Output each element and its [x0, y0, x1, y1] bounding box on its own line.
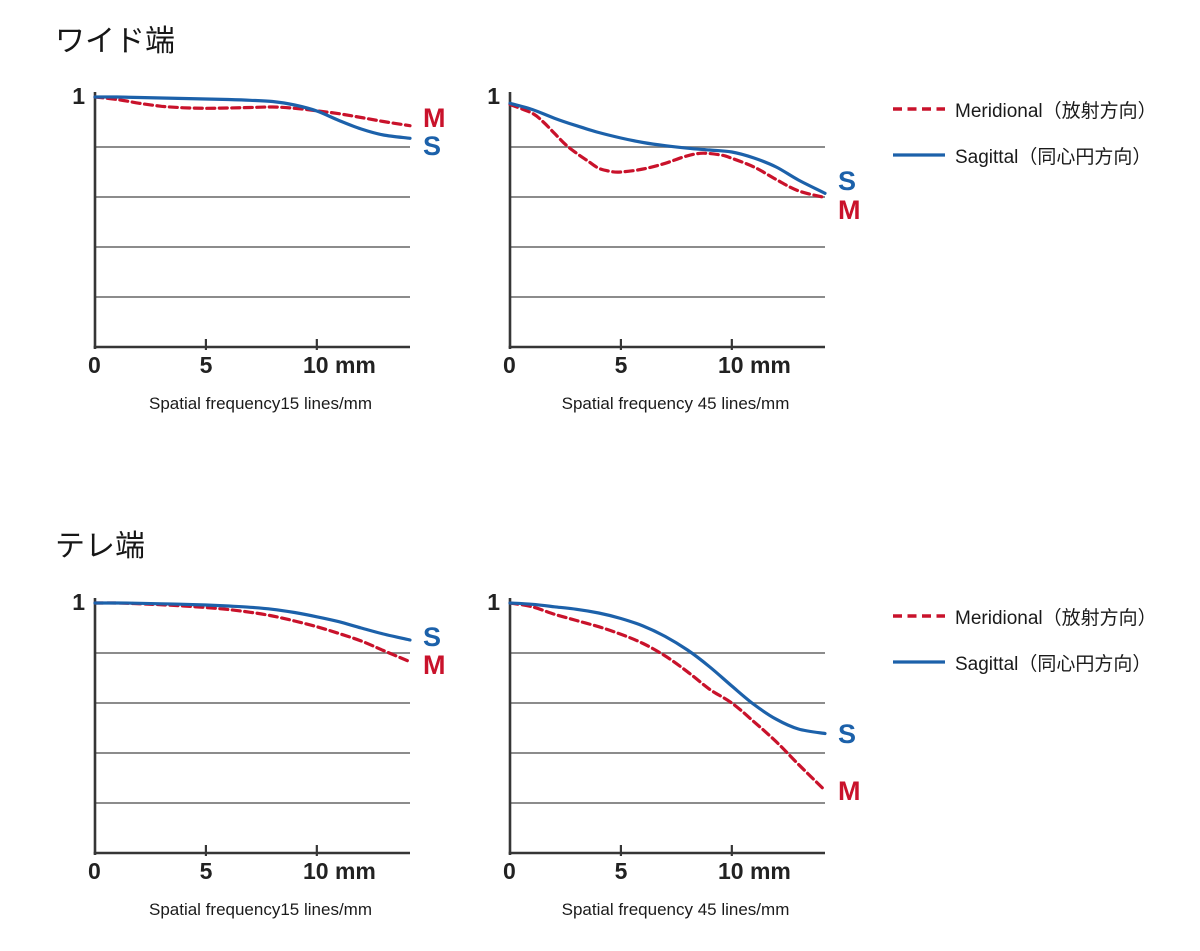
legend-tele: Meridional（放射方向） Sagittal（同心円方向）: [893, 603, 1157, 695]
y-axis-tick-label: 1: [72, 83, 85, 109]
legend-row-sagittal: Sagittal（同心円方向）: [893, 649, 1157, 675]
mtf-plot-wide-15: [93, 92, 412, 350]
x-axis-tick-label-0: 0: [87, 352, 101, 378]
y-axis-tick-label: 1: [72, 589, 85, 615]
chart-caption: Spatial frequency 45 lines/mm: [561, 394, 790, 413]
meridional-curve: [508, 102, 827, 200]
mtf-plot-tele-15: [93, 598, 412, 856]
meridional-curve: [93, 95, 412, 128]
meridional-dashed-line-icon: [893, 107, 945, 111]
legend-row-sagittal: Sagittal（同心円方向）: [893, 142, 1157, 168]
meridional-end-label: M: [423, 650, 446, 680]
y-axis-tick-label: 1: [487, 83, 500, 109]
section-title-tele: テレ端: [55, 530, 145, 563]
mtf-plot-tele-45: [508, 598, 827, 856]
meridional-dashed-line-icon: [893, 614, 945, 618]
sagittal-solid-line-icon: [893, 153, 945, 157]
x-axis-tick-label-0: 0: [502, 352, 516, 378]
chart-caption: Spatial frequency15 lines/mm: [148, 900, 372, 919]
legend-sagittal-label: Sagittal（同心円方向）: [955, 146, 1152, 168]
meridional-end-label: M: [838, 195, 861, 225]
x-axis-tick-label-5: 5: [614, 858, 628, 884]
sagittal-curve: [93, 95, 412, 140]
legend-row-meridional: Meridional（放射方向）: [893, 96, 1157, 122]
x-axis-tick-label-10mm: 10 mm: [303, 858, 376, 884]
x-axis-tick-label-5: 5: [614, 352, 628, 378]
chart-caption: Spatial frequency 45 lines/mm: [561, 900, 790, 919]
chart-tele-15: 1 0 5 10 mm Spatial frequency15 lines/mm…: [72, 589, 445, 919]
legend-meridional-label: Meridional（放射方向）: [955, 607, 1157, 629]
legend-sagittal-label: Sagittal（同心円方向）: [955, 653, 1152, 675]
sagittal-solid-line-icon: [893, 660, 945, 664]
x-axis-tick-label-10mm: 10 mm: [303, 352, 376, 378]
x-axis-tick-label-0: 0: [502, 858, 516, 884]
meridional-end-label: M: [838, 776, 861, 806]
sagittal-curve: [93, 601, 412, 642]
sagittal-end-label: S: [838, 719, 857, 749]
sagittal-curve: [508, 601, 827, 736]
legend-wide: Meridional（放射方向） Sagittal（同心円方向）: [893, 96, 1157, 188]
x-axis-tick-label-10mm: 10 mm: [718, 858, 791, 884]
x-axis-tick-label-0: 0: [87, 858, 101, 884]
meridional-end-label: M: [423, 103, 446, 133]
chart-wide-45: 1 0 5 10 mm Spatial frequency 45 lines/m…: [487, 83, 860, 413]
legend-row-meridional: Meridional（放射方向）: [893, 603, 1157, 629]
y-axis-tick-label: 1: [487, 589, 500, 615]
sagittal-end-label: S: [423, 622, 442, 652]
x-axis-tick-label-5: 5: [199, 858, 213, 884]
sagittal-curve: [508, 101, 827, 195]
chart-tele-45: 1 0 5 10 mm Spatial frequency 45 lines/m…: [487, 589, 860, 919]
mtf-plot-wide-45: [508, 92, 827, 350]
x-axis-tick-label-5: 5: [199, 352, 213, 378]
section-title-wide: ワイド端: [55, 25, 175, 58]
meridional-curve: [508, 601, 827, 793]
x-axis-tick-label-10mm: 10 mm: [718, 352, 791, 378]
legend-meridional-label: Meridional（放射方向）: [955, 100, 1157, 122]
sagittal-end-label: S: [838, 166, 857, 196]
sagittal-end-label: S: [423, 131, 442, 161]
chart-wide-15: 1 0 5 10 mm Spatial frequency15 lines/mm…: [72, 83, 445, 413]
chart-caption: Spatial frequency15 lines/mm: [148, 394, 372, 413]
